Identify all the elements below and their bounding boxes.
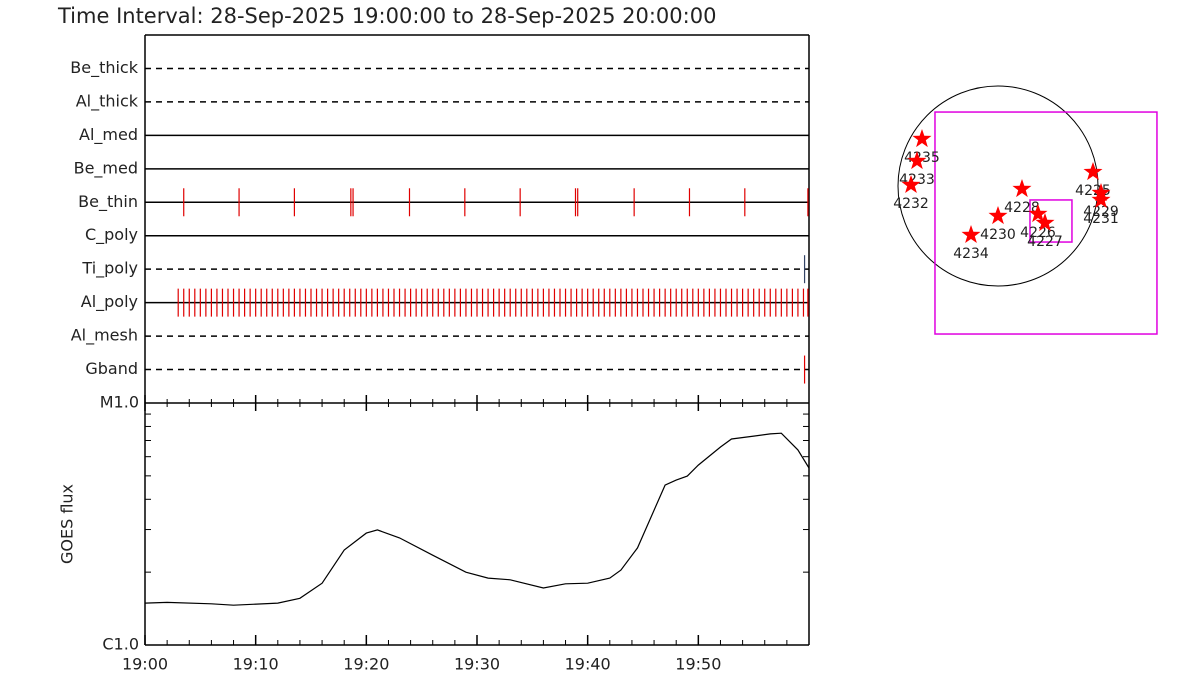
filter-label: Al_poly [81, 292, 138, 312]
filter-label: Al_mesh [71, 326, 138, 346]
filter-label: Gband [85, 359, 138, 378]
filter-label: Be_med [74, 158, 138, 178]
fov-box [1029, 199, 1073, 243]
region-star [1035, 213, 1055, 232]
region-star [1012, 179, 1032, 198]
region-star [901, 175, 921, 193]
x-tick-label: 19:30 [454, 655, 500, 674]
chart-title: Time Interval: 28-Sep-2025 19:00:00 to 2… [57, 4, 716, 28]
x-tick-label: 19:00 [122, 655, 168, 674]
region-star [988, 206, 1008, 225]
filter-label: Al_thick [76, 91, 139, 111]
region-label: 4230 [980, 227, 1016, 243]
x-tick-label: 19:20 [343, 655, 389, 674]
region-label: 4227 [1027, 234, 1063, 250]
filter-label: C_poly [85, 225, 138, 245]
goes-curve [144, 432, 810, 606]
region-label: 4232 [893, 196, 929, 212]
region-label: 4233 [899, 172, 935, 188]
filter-label: Al_med [79, 125, 138, 145]
filter-label: Ti_poly [81, 259, 138, 279]
solar-disk [897, 85, 1099, 287]
y-tick-label: M1.0 [100, 393, 139, 412]
region-star [912, 129, 932, 148]
region-label: 4226 [1020, 225, 1056, 241]
region-star [1028, 204, 1048, 223]
region-star [907, 151, 927, 170]
region-star [1083, 162, 1103, 181]
region-label: 4229 [1083, 204, 1119, 220]
y-axis-label: GOES flux [58, 484, 77, 564]
filter-label: Be_thick [70, 58, 138, 78]
x-tick-label: 19:40 [565, 655, 611, 674]
region-star [961, 225, 981, 243]
filter-label: Be_thin [78, 192, 138, 212]
x-tick-label: 19:10 [233, 655, 279, 674]
region-star [1091, 190, 1111, 208]
y-tick-label: C1.0 [102, 635, 139, 654]
x-tick-label: 19:50 [675, 655, 721, 674]
fov-box [934, 111, 1158, 335]
region-label: 4231 [1083, 211, 1119, 227]
region-label: 4234 [953, 246, 989, 262]
